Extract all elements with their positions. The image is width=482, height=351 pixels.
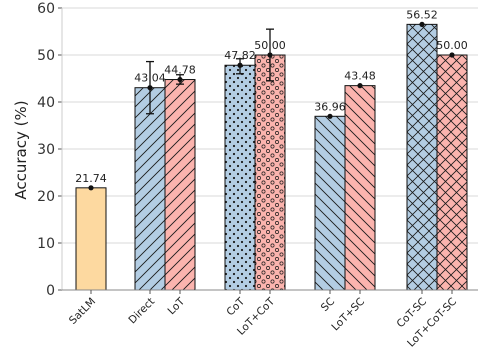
bar-fill <box>76 187 106 290</box>
bar-hatch <box>135 87 165 290</box>
x-tick-label: SatLM <box>67 296 98 327</box>
bar-value-label: 44.78 <box>164 64 196 77</box>
y-tick-label: 10 <box>37 236 55 252</box>
x-tick-label: LoT+SC <box>329 296 367 334</box>
bar-value-point <box>237 62 243 68</box>
bar-value-point <box>267 52 273 58</box>
bar-hatch <box>437 55 467 290</box>
bar-sc: 36.96 <box>314 100 346 291</box>
bar-value-label: 56.52 <box>406 8 438 21</box>
y-tick-label: 50 <box>37 48 55 64</box>
bar-value-point <box>419 21 425 27</box>
bars: 21.7443.0444.7847.8250.0036.9643.4856.52… <box>75 8 468 291</box>
bar-value-label: 36.96 <box>314 100 346 113</box>
bar-value-label: 21.74 <box>75 172 107 185</box>
y-tick-label: 20 <box>37 189 55 205</box>
bar-hatch <box>225 65 255 290</box>
bar-satlm: 21.74 <box>75 172 107 291</box>
bar-hatch <box>407 24 437 291</box>
bar-value-point <box>88 185 94 191</box>
x-tick-label: CoT <box>224 295 247 318</box>
y-tick-label: 40 <box>37 95 55 111</box>
bar-direct: 43.04 <box>134 60 166 291</box>
bar-lot-sc: 43.48 <box>344 70 376 291</box>
y-tick-label: 0 <box>46 283 55 299</box>
y-tick-label: 60 <box>37 1 55 17</box>
bar-hatch <box>255 55 285 290</box>
bar-cot: 47.82 <box>224 49 256 291</box>
bar-cot-sc: 56.52 <box>406 8 438 291</box>
x-tick-label: Direct <box>126 296 157 327</box>
bar-value-point <box>357 83 363 89</box>
bar-lot: 44.78 <box>164 64 196 291</box>
x-tick-label: LoT <box>166 295 188 317</box>
bar-value-label: 43.48 <box>344 70 376 83</box>
bar-value-label: 50.00 <box>436 39 468 52</box>
y-axis: 0 10 20 30 40 50 60 <box>37 1 63 299</box>
y-axis-label: Accuracy (%) <box>12 100 30 199</box>
bar-value-point <box>177 76 183 83</box>
bar-hatch <box>315 116 345 291</box>
bar-value-label: 43.04 <box>134 72 166 85</box>
bar-value-label: 50.00 <box>254 39 286 52</box>
bar-value-point <box>147 85 153 91</box>
bar-lot-cot: 50.00 <box>254 28 286 291</box>
bar-value-point <box>327 113 333 119</box>
bar-hatch <box>165 79 195 290</box>
bar-value-label: 47.82 <box>224 49 256 62</box>
x-tick-label: SC <box>319 296 337 314</box>
bar-value-point <box>449 52 455 58</box>
y-tick-label: 30 <box>37 142 55 158</box>
bar-lot-cot-sc: 50.00 <box>436 39 468 291</box>
bar-hatch <box>345 85 375 290</box>
